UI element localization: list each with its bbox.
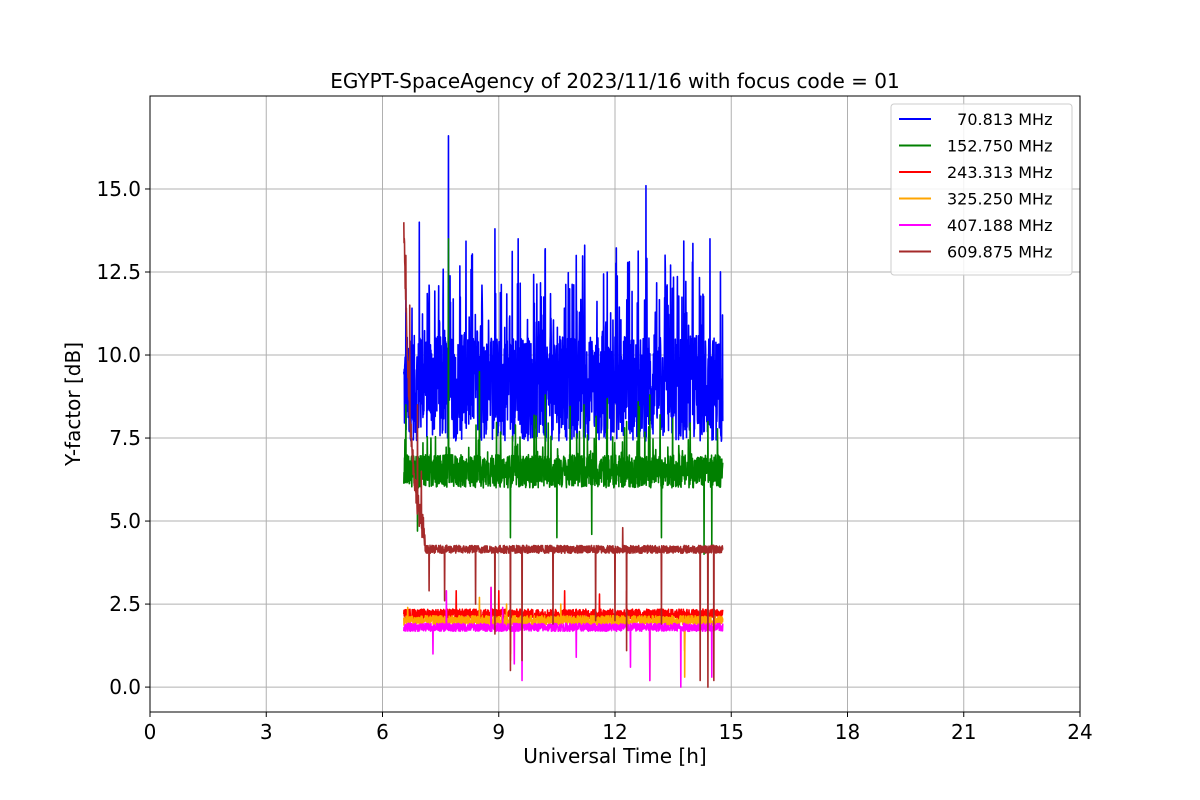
y-tick-label: 0.0 (109, 675, 141, 699)
x-tick-label: 15 (719, 720, 744, 744)
legend-box (890, 103, 1073, 276)
series-line (403, 586, 724, 655)
x-tick-label: 24 (1067, 720, 1092, 744)
series-layer (403, 135, 724, 688)
x-tick-label: 18 (835, 720, 860, 744)
series-line (403, 135, 724, 442)
x-axis-label: Universal Time [h] (523, 744, 706, 768)
legend-label: 325.250 MHz (947, 190, 1052, 209)
series-line (403, 222, 724, 688)
legend-label: 152.750 MHz (947, 137, 1052, 156)
x-tick-label: 0 (144, 720, 157, 744)
legend-label: 70.813 MHz (947, 110, 1052, 129)
y-tick-label: 5.0 (109, 509, 141, 533)
y-tick-label: 2.5 (109, 592, 141, 616)
legend-label: 609.875 MHz (947, 243, 1052, 262)
x-tick-label: 3 (260, 720, 273, 744)
x-tick-label: 6 (376, 720, 389, 744)
y-ticks: 0.0 2.5 5.0 7.5 10.0 12.5 15.0 (96, 177, 150, 699)
y-axis-label: Y-factor [dB] (61, 342, 85, 467)
series-line (403, 237, 724, 556)
y-tick-label: 15.0 (96, 177, 141, 201)
legend: 70.813 MHz 152.750 MHz 243.313 MHz 325.250 … (890, 103, 1073, 276)
y-tick-label: 7.5 (109, 426, 141, 450)
chart-title: EGYPT-SpaceAgency of 2023/11/16 with foc… (330, 69, 899, 93)
x-tick-label: 21 (951, 720, 976, 744)
legend-label: 407.188 MHz (947, 216, 1052, 235)
x-ticks: 0 3 6 9 12 15 18 21 24 (144, 712, 1093, 744)
series-line (403, 596, 724, 682)
x-tick-label: 12 (602, 720, 627, 744)
y-tick-label: 12.5 (96, 260, 141, 284)
y-tick-label: 10.0 (96, 343, 141, 367)
series-line (403, 586, 724, 688)
legend-label: 243.313 MHz (947, 163, 1052, 182)
x-tick-label: 9 (492, 720, 505, 744)
